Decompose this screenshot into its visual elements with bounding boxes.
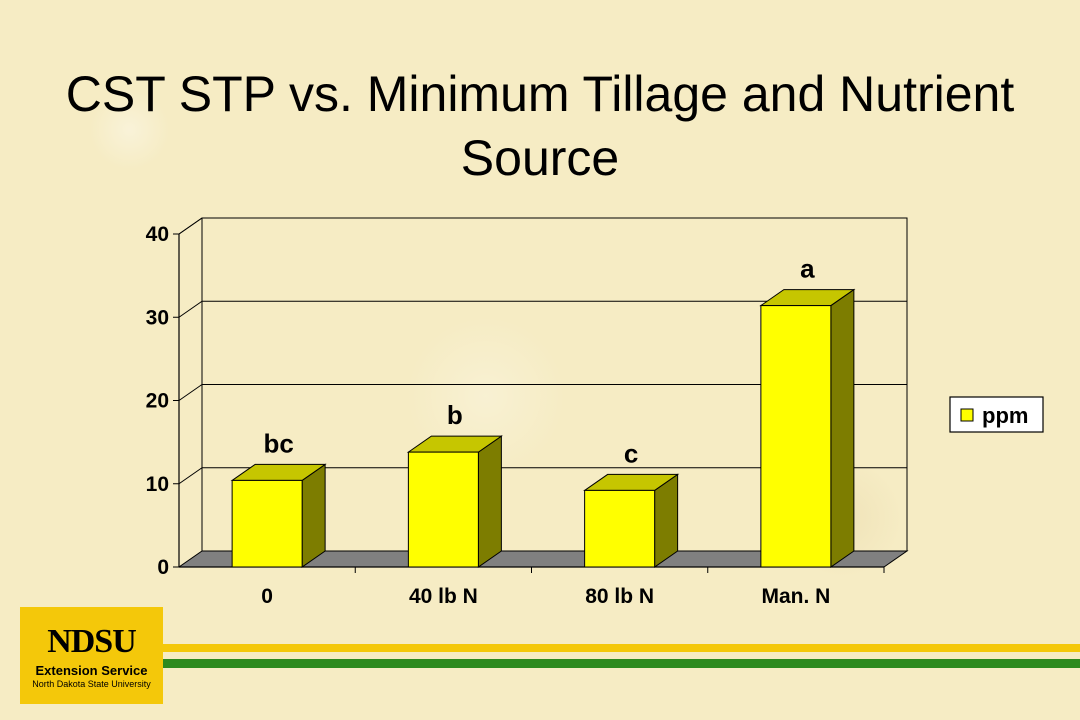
x-tick-label: 80 lb N bbox=[585, 585, 654, 608]
gridline-diagonal bbox=[178, 467, 203, 485]
legend-box bbox=[949, 396, 1044, 433]
legend-label: ppm bbox=[982, 403, 1028, 428]
data-label: bc bbox=[263, 428, 293, 458]
wall-edge bbox=[178, 217, 203, 235]
y-tick-label: 10 bbox=[146, 473, 169, 496]
y-tick-label: 20 bbox=[146, 390, 169, 413]
data-label: a bbox=[800, 254, 815, 284]
ndsu-logo: NDSU Extension Service North Dakota Stat… bbox=[20, 607, 163, 704]
y-tick-label: 0 bbox=[157, 556, 169, 579]
data-label: b bbox=[447, 400, 463, 430]
data-label: c bbox=[624, 438, 638, 468]
gridline-diagonal bbox=[178, 300, 203, 318]
y-tick-label: 30 bbox=[146, 306, 169, 329]
plot-back-wall bbox=[201, 217, 908, 552]
logo-mark: NDSU bbox=[47, 623, 137, 660]
bar-1 bbox=[407, 451, 479, 568]
legend-swatch bbox=[960, 408, 974, 422]
bar-3 bbox=[760, 305, 832, 568]
footer-stripe-yellow bbox=[163, 644, 1080, 652]
footer-stripe-green bbox=[163, 659, 1080, 668]
slide-title: CST STP vs. Minimum Tillage and Nutrient… bbox=[65, 66, 1015, 186]
bar-side-3 bbox=[830, 288, 855, 568]
bar-0 bbox=[231, 479, 303, 568]
x-tick-label: 0 bbox=[261, 585, 273, 608]
bar-2 bbox=[584, 489, 656, 568]
y-tick-label: 40 bbox=[146, 223, 169, 246]
bar-side-0 bbox=[301, 463, 326, 568]
x-tick-label: 40 lb N bbox=[409, 585, 478, 608]
x-tick-label: Man. N bbox=[761, 585, 830, 608]
bar-side-1 bbox=[477, 435, 502, 568]
logo-subtitle: Extension Service bbox=[35, 663, 148, 678]
gridline-diagonal bbox=[178, 384, 203, 401]
logo-university: North Dakota State University bbox=[32, 679, 151, 689]
